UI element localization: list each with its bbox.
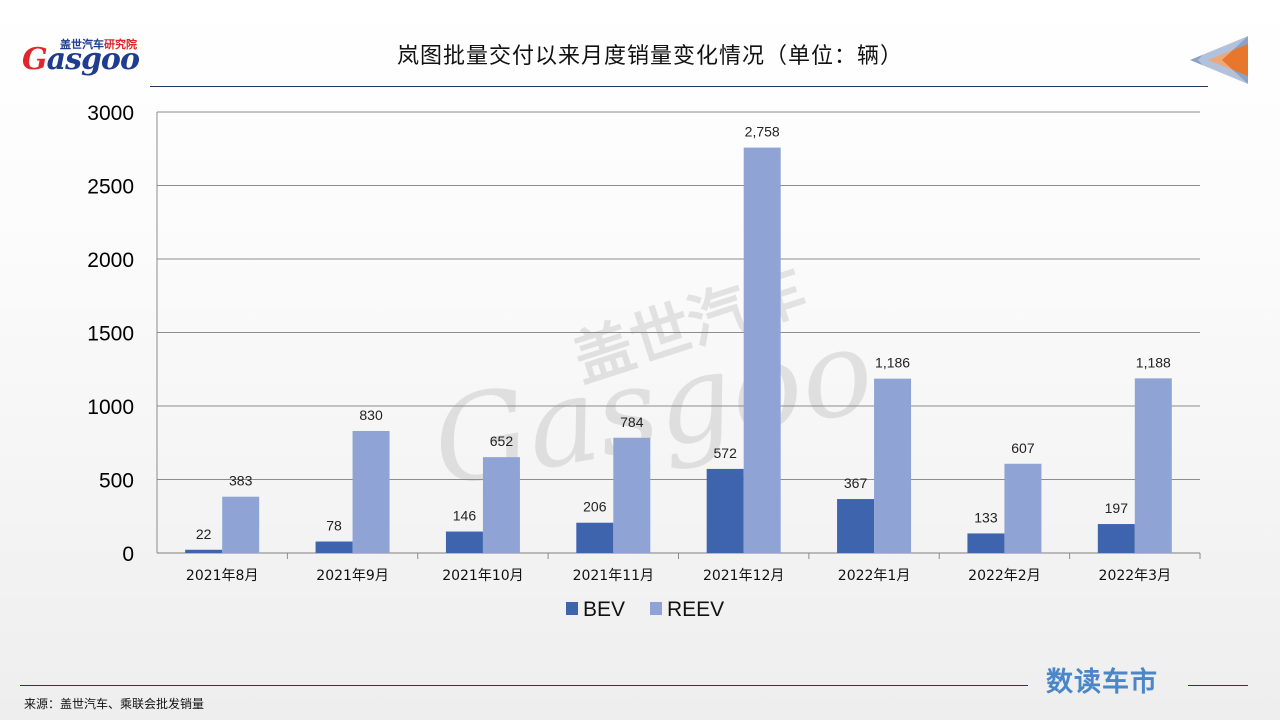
bars: 22 383 78 830 146 652 206 784 572 2,758 367 1,186 13…: [185, 124, 1172, 553]
data-label-bev: 572: [714, 445, 738, 461]
data-label-reev: 607: [1011, 440, 1035, 456]
footer-divider-left: [20, 685, 1028, 686]
legend: BEV REEV: [566, 598, 724, 621]
data-label-reev: 830: [359, 407, 383, 423]
y-tick-label: 2500: [87, 176, 134, 199]
bar-reev: [222, 496, 260, 553]
legend-label-bev: BEV: [583, 598, 625, 621]
bar-reev: [1134, 378, 1172, 553]
x-tick-label: 2022年2月: [968, 568, 1041, 584]
data-label-reev: 2,758: [745, 124, 780, 140]
bar-bev: [445, 531, 483, 553]
legend-swatch-reev: [650, 602, 662, 615]
data-label-bev: 206: [583, 499, 607, 515]
bar-bev: [837, 499, 875, 553]
bar-reev: [482, 457, 520, 553]
y-tick-label: 500: [99, 470, 134, 493]
bar-bev: [1097, 524, 1135, 553]
data-label-bev: 22: [196, 526, 212, 542]
bar-bev: [315, 541, 353, 553]
data-label-bev: 78: [326, 518, 342, 534]
legend-swatch-bev: [566, 602, 578, 615]
y-tick-label: 3000: [87, 102, 134, 125]
bar-bev: [185, 549, 223, 553]
x-tick-label: 2021年11月: [573, 568, 654, 584]
source-note: 来源：盖世汽车、乘联会批发销量: [24, 697, 205, 711]
bar-bev: [706, 468, 744, 553]
bar-reev: [613, 437, 651, 553]
bar-bev: [967, 533, 1005, 553]
data-label-bev: 133: [974, 509, 998, 525]
data-label-bev: 146: [453, 508, 477, 524]
x-tick-label: 2021年9月: [316, 568, 389, 584]
y-tick-label: 1000: [87, 396, 134, 419]
brand-mark: 数读车市: [1046, 667, 1158, 698]
y-tick-label: 0: [122, 543, 134, 566]
y-tick-label: 1500: [87, 323, 134, 346]
data-label-reev: 1,186: [875, 355, 910, 371]
bar-reev: [352, 430, 390, 553]
bar-reev: [743, 147, 781, 553]
data-label-reev: 383: [229, 473, 253, 489]
corner-arrow-icon: [1190, 36, 1248, 84]
bar-bev: [576, 522, 614, 553]
gasgoo-logo: 盖世汽车研究院 Gasgoo: [16, 34, 141, 77]
data-label-reev: 652: [490, 433, 514, 449]
bar-reev: [874, 378, 912, 553]
legend-label-reev: REEV: [667, 598, 724, 621]
data-label-reev: 784: [620, 414, 644, 430]
x-tick-label: 2022年3月: [1099, 568, 1172, 584]
y-tick-label: 2000: [87, 249, 134, 272]
bar-reev: [1004, 463, 1042, 553]
data-label-bev: 197: [1105, 500, 1129, 516]
page-title: 岚图批量交付以来月度销量变化情况（单位：辆）: [396, 44, 903, 69]
x-axis: 2021年8月 2021年9月 2021年10月 2021年11月 2021年12月 20…: [186, 553, 1201, 584]
title-divider: [150, 86, 1208, 87]
y-axis: 0 500 1000 1500 2000 2500 3000: [87, 102, 158, 566]
x-tick-label: 2021年12月: [703, 568, 784, 584]
x-tick-label: 2021年10月: [442, 568, 523, 584]
data-label-bev: 367: [844, 475, 868, 491]
x-tick-label: 2022年1月: [838, 568, 911, 584]
x-tick-label: 2021年8月: [186, 568, 259, 584]
data-label-reev: 1,188: [1136, 354, 1171, 370]
grid-lines: [157, 111, 1200, 554]
logo-word: Gasgoo: [22, 42, 140, 77]
logo-cn-text: 盖世汽车研究院: [60, 38, 137, 51]
footer-divider-right: [1188, 685, 1248, 686]
